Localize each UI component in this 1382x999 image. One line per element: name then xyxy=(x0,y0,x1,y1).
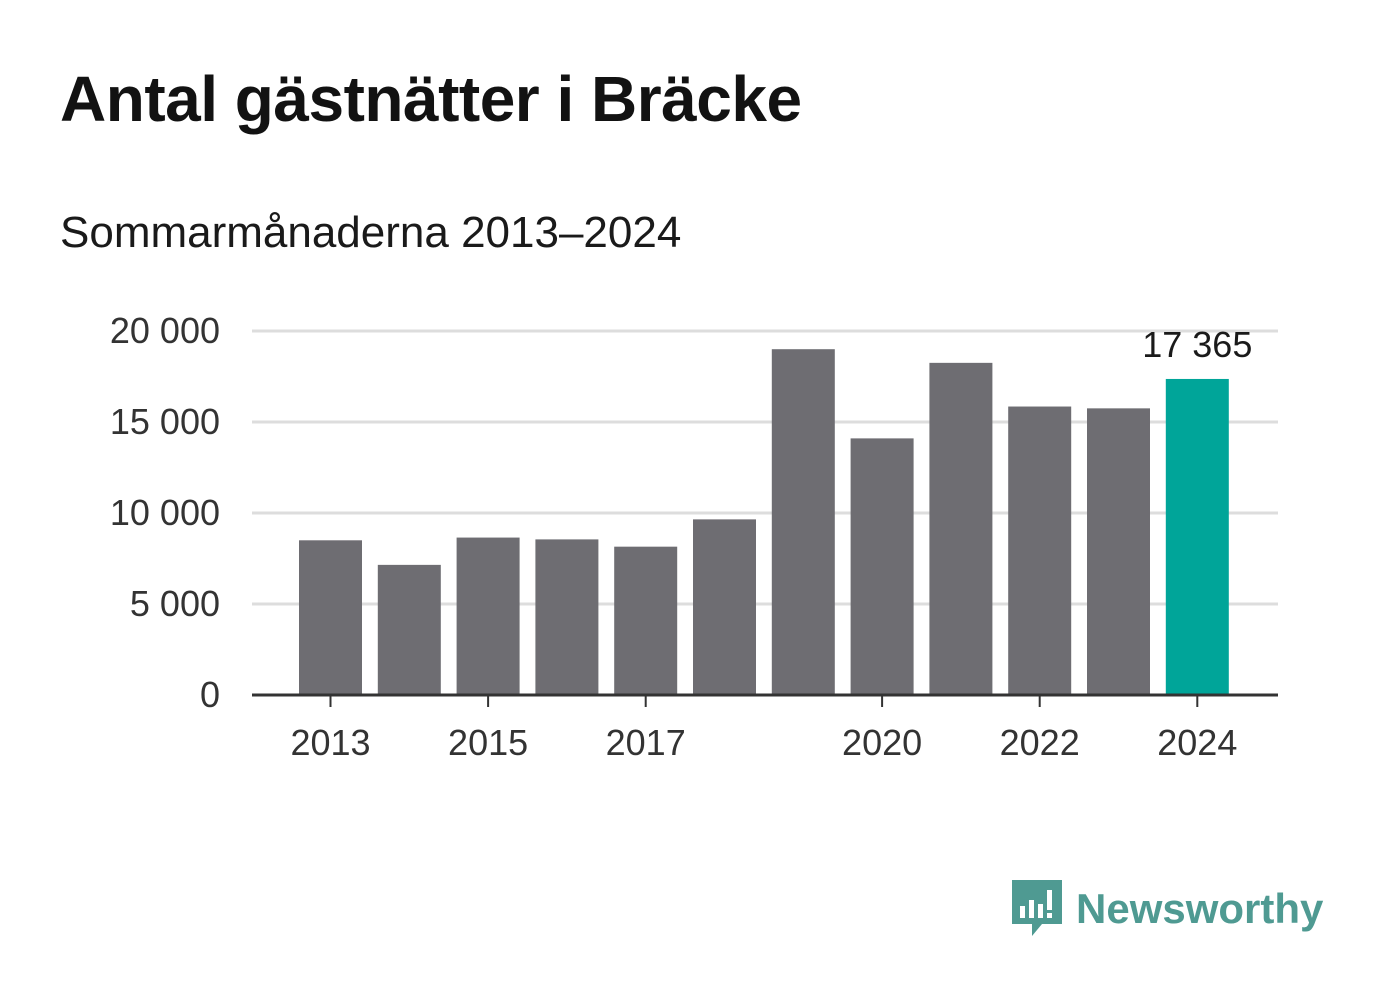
bar-2015 xyxy=(456,537,520,695)
x-tick-label: 2020 xyxy=(842,722,922,763)
y-tick-label: 15 000 xyxy=(110,401,220,442)
bar-2021 xyxy=(929,362,993,695)
bar-2024 xyxy=(1165,378,1229,695)
bars xyxy=(299,349,1229,695)
x-tick-label: 2015 xyxy=(448,722,528,763)
chart-title: Antal gästnätter i Bräcke xyxy=(60,63,802,135)
bar-2020 xyxy=(850,438,914,695)
bar-2014 xyxy=(377,564,441,695)
x-tick-label: 2022 xyxy=(1000,722,1080,763)
newsworthy-logo-icon xyxy=(1012,880,1062,936)
y-tick-label: 0 xyxy=(200,674,220,715)
bar-2019 xyxy=(771,349,835,695)
bar-2023 xyxy=(1087,408,1150,695)
x-tick-label: 2024 xyxy=(1157,722,1237,763)
newsworthy-logo: Newsworthy xyxy=(1010,878,1323,940)
x-axis-ticks: 2013 2015 2017 2020 2022 2024 xyxy=(290,695,1237,763)
brand-name: Newsworthy xyxy=(1076,885,1324,932)
y-tick-label: 20 000 xyxy=(110,310,220,351)
x-tick-label: 2017 xyxy=(606,722,686,763)
bar-2018 xyxy=(693,519,756,695)
bar-2022 xyxy=(1008,406,1072,695)
chart-subtitle: Sommarmånaderna 2013–2024 xyxy=(60,208,682,257)
data-label: 17 365 xyxy=(1142,324,1252,365)
bar-2016 xyxy=(535,539,599,695)
y-axis-ticks: 0 5 000 10 000 15 000 20 000 xyxy=(110,310,220,715)
x-tick-label: 2013 xyxy=(290,722,370,763)
y-tick-label: 10 000 xyxy=(110,492,220,533)
bar-2017 xyxy=(614,546,678,695)
bar-2013 xyxy=(299,540,362,695)
data-labels: 17 365 xyxy=(1142,324,1252,365)
y-tick-label: 5 000 xyxy=(130,583,220,624)
